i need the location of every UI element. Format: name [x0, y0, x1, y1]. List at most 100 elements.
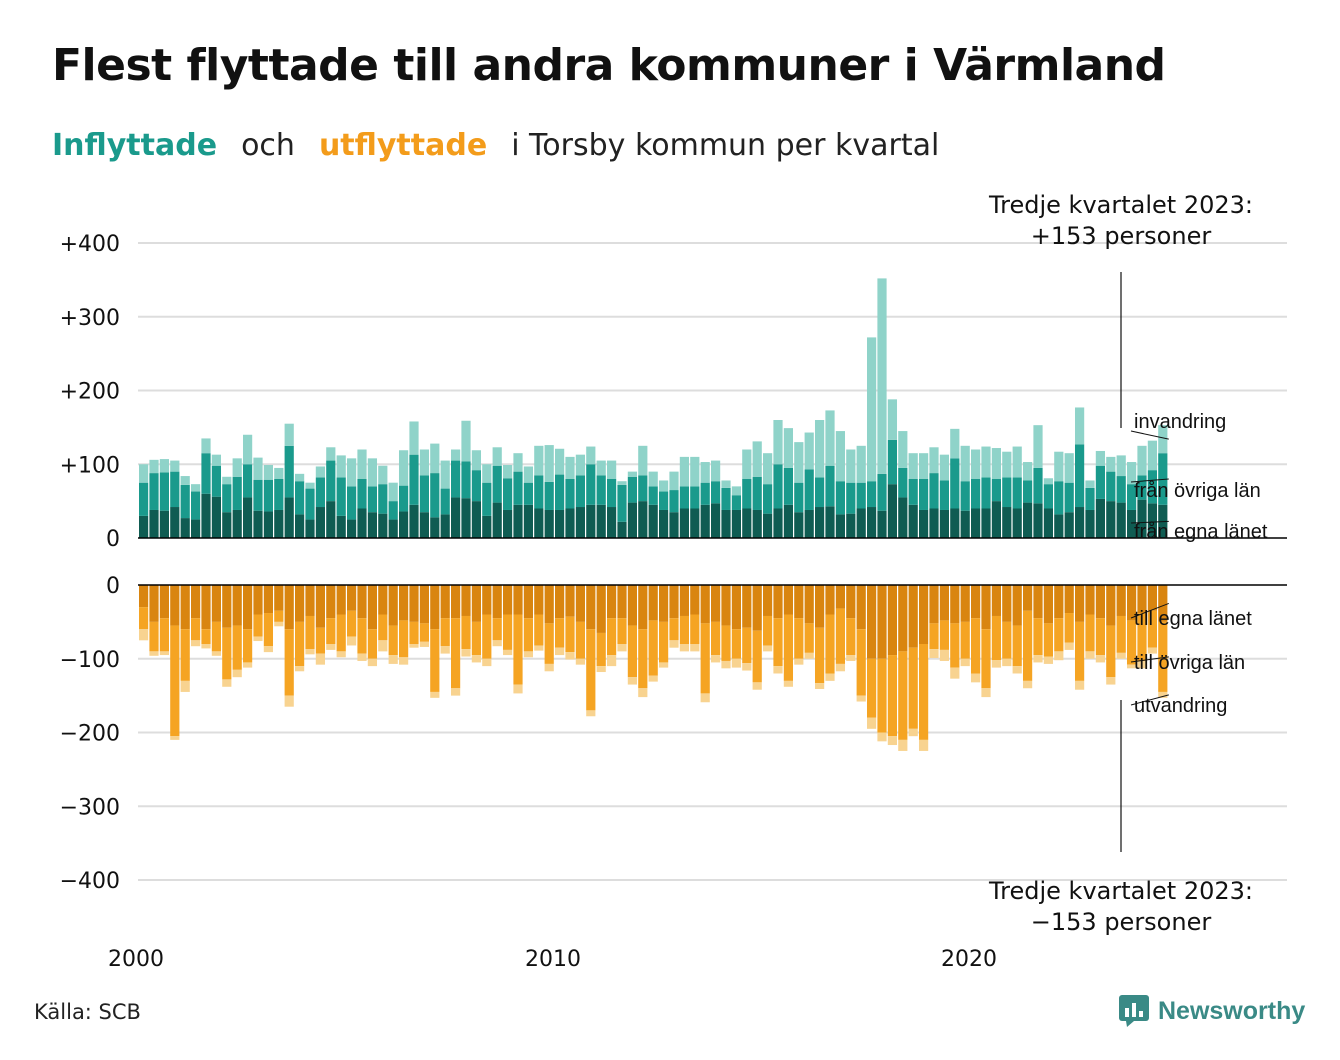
- inflow-bar-segment: [929, 447, 939, 474]
- outflow-bar-segment: [1137, 613, 1147, 661]
- newsworthy-logo[interactable]: Newsworthy: [1118, 994, 1305, 1028]
- outflow-bar-segment: [711, 655, 721, 663]
- outflow-bar-segment: [461, 585, 471, 616]
- outflow-bar-segment: [305, 585, 315, 616]
- outflow-bar-segment: [908, 728, 918, 737]
- outflow-bar-segment: [825, 585, 835, 615]
- inflow-bar-segment: [1064, 453, 1074, 483]
- outflow-bar-segment: [648, 585, 658, 621]
- outflow-bar-segment: [1106, 585, 1116, 626]
- inflow-bar-segment: [690, 486, 700, 509]
- outflow-bar-segment: [1002, 658, 1012, 667]
- outflow-bar-segment: [534, 645, 544, 651]
- inflow-bar-segment: [908, 504, 918, 538]
- inflow-bar-segment: [690, 456, 700, 487]
- outflow-bar-segment: [253, 636, 263, 642]
- inflow-bar-segment: [513, 453, 523, 472]
- inflow-bar-segment: [1064, 482, 1074, 513]
- outflow-bar-segment: [201, 585, 211, 630]
- y-tick-label: −100: [60, 648, 120, 673]
- outflow-bar-segment: [960, 621, 970, 659]
- inflow-bar-segment: [253, 510, 263, 538]
- outflow-bar-segment: [492, 618, 502, 641]
- inflow-bar-segment: [347, 519, 357, 538]
- inflow-bar-segment: [284, 423, 294, 446]
- inflow-bar-segment: [950, 428, 960, 459]
- outflow-bar-segment: [607, 655, 617, 667]
- series-label: till egna länet: [1134, 608, 1252, 630]
- inflow-bar-segment: [295, 481, 305, 515]
- outflow-bar-segment: [419, 641, 429, 647]
- inflow-bar-segment: [669, 490, 679, 513]
- outflow-bar-segment: [180, 680, 190, 692]
- inflow-bar-segment: [721, 480, 731, 488]
- inflow-bar-segment: [742, 479, 752, 509]
- inflow-bar-segment: [378, 513, 388, 538]
- outflow-bar-segment: [544, 663, 554, 672]
- outflow-bar-segment: [503, 585, 513, 615]
- inflow-bar-segment: [1033, 503, 1043, 538]
- inflow-bar-segment: [763, 453, 773, 485]
- axes: [138, 537, 1287, 586]
- inflow-bar-segment: [815, 477, 825, 508]
- outflow-bar-segment: [409, 585, 419, 622]
- inflow-bar-segment: [898, 431, 908, 468]
- outflow-bar-segment: [794, 658, 804, 665]
- outflow-bar-segment: [492, 585, 502, 619]
- inflow-bar-segment: [243, 497, 253, 538]
- inflow-bar-segment: [783, 467, 793, 505]
- inflow-bar-segment: [1054, 451, 1064, 482]
- inflow-bar-segment: [471, 470, 481, 502]
- x-tick-label: 2000: [108, 947, 164, 972]
- outflow-bar-segment: [607, 585, 617, 619]
- x-tick-label: 2010: [525, 947, 581, 972]
- outflow-bar-segment: [575, 621, 585, 659]
- outflow-bar-segment: [856, 695, 866, 702]
- inflow-bar-segment: [222, 484, 232, 513]
- outflow-bar-segment: [284, 585, 294, 630]
- inflow-bar-segment: [856, 508, 866, 538]
- inflow-bar-segment: [742, 508, 752, 538]
- outflow-bar-segment: [253, 614, 263, 637]
- outflow-bar-segment: [752, 630, 762, 683]
- inflow-bar-segment: [991, 501, 1001, 538]
- outflow-bar-segment: [1137, 585, 1147, 614]
- outflow-bar-segment: [731, 629, 741, 659]
- outflow-bar-segment: [555, 585, 565, 619]
- outflow-bar-segment: [357, 618, 367, 654]
- inflow-bar-segment: [409, 421, 419, 455]
- inflow-bar-segment: [960, 445, 970, 482]
- outflow-bar-segment: [596, 666, 606, 673]
- outflow-bar-segment: [315, 585, 325, 628]
- inflow-bar-segment: [284, 445, 294, 498]
- inflow-bar-segment: [471, 501, 481, 538]
- outflow-bar-segment: [575, 658, 585, 665]
- outflow-bar-segment: [451, 585, 461, 619]
- inflow-bar-segment: [607, 507, 617, 538]
- outflow-bar-segment: [357, 653, 367, 661]
- outflow-bar-segment: [669, 618, 679, 641]
- inflow-bar-segment: [523, 482, 533, 505]
- inflow-bar-segment: [211, 465, 221, 497]
- inflow-bar-segment: [232, 509, 242, 538]
- outflow-bar-segment: [659, 621, 669, 663]
- leader-line: [1130, 520, 1169, 524]
- outflow-bar-segment: [191, 618, 201, 641]
- inflow-bar-segment: [565, 508, 575, 538]
- outflow-bar-segment: [815, 683, 825, 689]
- inflow-bar-segment: [378, 465, 388, 485]
- inflow-bar-segment: [1116, 455, 1126, 477]
- annotation-bottom-text: Tredje kvartalet 2023:: [988, 877, 1253, 905]
- inflow-bar-segment: [877, 510, 887, 538]
- inflow-bar-segment: [908, 453, 918, 479]
- annotation-top-text: Tredje kvartalet 2023:: [988, 191, 1253, 219]
- inflow-bar-segment: [243, 434, 253, 465]
- inflow-bar-segment: [659, 480, 669, 492]
- outflow-bar-segment: [763, 585, 773, 616]
- inflow-bar-segment: [815, 420, 825, 478]
- inflow-bar-segment: [367, 512, 377, 538]
- inflow-bar-segment: [201, 453, 211, 494]
- inflow-bar-segment: [711, 481, 721, 504]
- outflow-bar-segment: [773, 585, 783, 619]
- outflow-bar-segment: [960, 658, 970, 667]
